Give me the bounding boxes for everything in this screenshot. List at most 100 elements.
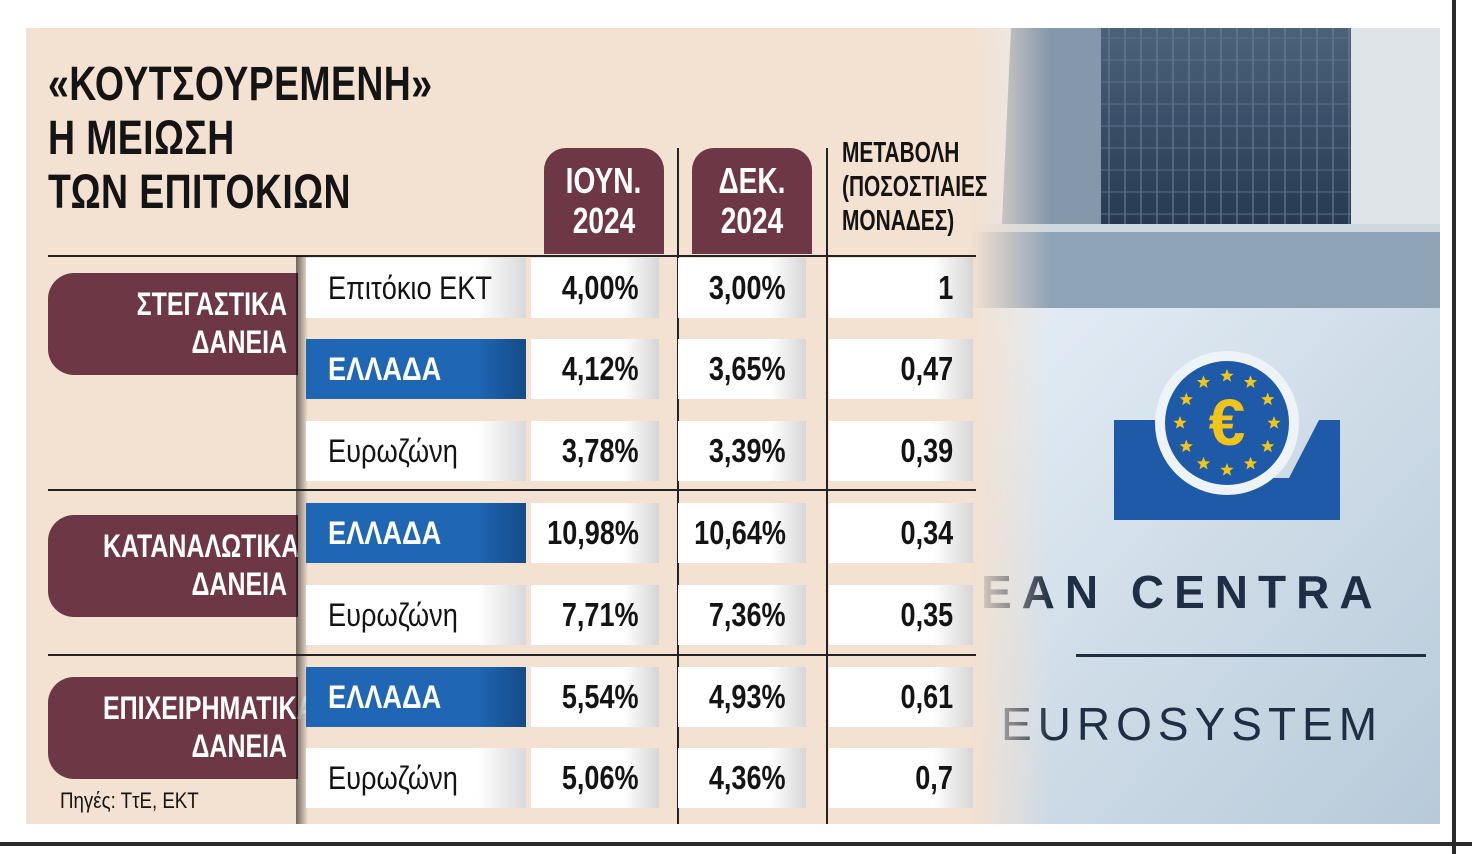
cell-value: 0,35: [900, 596, 953, 633]
cell-value: 0,34: [900, 514, 953, 551]
category-line: ΔΑΝΕΙΑ: [191, 566, 288, 602]
star-icon: [1261, 439, 1275, 453]
star-icon: [1220, 369, 1234, 382]
cell-jun: 7,71%: [531, 585, 659, 645]
cell-value: 4,00%: [562, 269, 639, 306]
group-rule: [48, 654, 976, 656]
cell-dec: 3,39%: [678, 421, 806, 481]
column-divider: [826, 148, 828, 824]
tower-side: [1351, 28, 1440, 248]
category-shadow: [296, 656, 308, 824]
star-icon: [1243, 456, 1258, 470]
row-label-text: Επιτόκιο ΕΚΤ: [328, 269, 493, 306]
tower-glass: [1101, 28, 1351, 248]
photo-graphic: € EAN CENTRA EUROSYSTEM: [971, 28, 1440, 824]
cell-value: 4,93%: [709, 678, 786, 715]
star-icon: [1196, 375, 1211, 388]
category-line: ΕΠΙΧΕΙΡΗΜΑΤΙΚΑ: [103, 690, 315, 726]
column-divider: [677, 148, 679, 824]
cell-value: 0,7: [915, 759, 953, 796]
cell-dec: 3,65%: [678, 339, 806, 399]
cell-change: 0,39: [829, 421, 973, 481]
cell-value: 0,39: [900, 432, 953, 469]
infographic: € EAN CENTRA EUROSYSTEM «ΚΟΥΤΣΟΥΡΕΜΕΝΗ» …: [26, 28, 1440, 824]
canopy-edge: [971, 224, 1440, 232]
category-business-loans: ΕΠΙΧΕΙΡΗΜΑΤΙΚΑ ΔΑΝΕΙΑ: [48, 677, 315, 779]
euro-symbol: €: [1209, 385, 1246, 459]
title-line-1: «ΚΟΥΤΣΟΥΡΕΜΕΝΗ»: [48, 58, 433, 111]
cell-value: 3,65%: [709, 350, 786, 387]
cell-value: 5,54%: [562, 678, 639, 715]
column-header-line: ΜΕΤΑΒΟΛΗ: [842, 137, 960, 169]
row-label-greece: ΕΛΛΑΔΑ: [306, 503, 526, 563]
cell-value: 3,39%: [709, 432, 786, 469]
cell-change: 0,47: [829, 339, 973, 399]
column-header-line: ΙΟΥΝ.: [566, 160, 642, 201]
category-shadow: [296, 256, 308, 489]
cell-dec: 4,93%: [678, 667, 806, 727]
row-label-text: ΕΛΛΑΔΑ: [328, 678, 442, 715]
cell-value: 4,12%: [562, 350, 639, 387]
photo-fade: [971, 28, 1051, 824]
sign-divider: [1076, 654, 1426, 657]
star-icon: [1243, 375, 1258, 388]
star-icon: [1261, 392, 1275, 406]
cell-change: 0,35: [829, 585, 973, 645]
column-header-line: ΔΕΚ.: [718, 160, 786, 201]
star-icon: [1173, 416, 1187, 429]
star-icon: [1179, 392, 1193, 406]
cell-value: 7,36%: [709, 596, 786, 633]
row-label-greece: ΕΛΛΑΔΑ: [306, 339, 526, 399]
cell-value: 10,64%: [694, 514, 786, 551]
cell-dec: 3,00%: [678, 258, 806, 318]
cell-jun: 4,12%: [531, 339, 659, 399]
row-label-text: ΕΛΛΑΔΑ: [328, 350, 442, 387]
cell-value: 7,71%: [562, 596, 639, 633]
title-line-3: ΤΩΝ ΕΠΙΤΟΚΙΩΝ: [48, 166, 351, 219]
cell-jun: 5,54%: [531, 667, 659, 727]
category-line: ΔΑΝΕΙΑ: [191, 324, 288, 360]
cell-value: 0,61: [900, 678, 953, 715]
row-label: Ευρωζώνη: [306, 748, 526, 808]
cell-value: 10,98%: [547, 514, 639, 551]
euro-stars-icon: [1173, 369, 1281, 476]
column-header-line: 2024: [720, 200, 784, 241]
row-label-text: Ευρωζώνη: [328, 759, 458, 796]
column-header-change: ΜΕΤΑΒΟΛΗ (ΠΟΣΟΣΤΙΑΙΕΣ ΜΟΝΑΔΕΣ): [842, 136, 1022, 238]
cell-value: 5,06%: [562, 759, 639, 796]
column-header-line: 2024: [572, 200, 636, 241]
frame-edge-bottom: [0, 842, 1472, 846]
row-label-greece: ΕΛΛΑΔΑ: [306, 667, 526, 727]
cell-value: 3,78%: [562, 432, 639, 469]
source-note: Πηγές: ΤτΕ, ΕΚΤ: [60, 788, 199, 813]
row-label-text: Ευρωζώνη: [328, 432, 458, 469]
cell-dec: 7,36%: [678, 585, 806, 645]
category-housing-loans: ΣΤΕΓΑΣΤΙΚΑ ΔΑΝΕΙΑ: [48, 273, 298, 375]
cell-value: 0,47: [900, 350, 953, 387]
title-line-2: Η ΜΕΙΩΣΗ: [48, 112, 235, 165]
row-label-text: Ευρωζώνη: [328, 596, 458, 633]
category-shadow: [296, 491, 308, 654]
category-line: ΔΑΝΕΙΑ: [191, 728, 288, 764]
category-consumer-loans: ΚΑΤΑΝΑΛΩΤΙΚΑ ΔΑΝΕΙΑ: [48, 515, 299, 617]
cell-jun: 3,78%: [531, 421, 659, 481]
cell-value: 1: [937, 269, 953, 306]
column-header-jun-2024: ΙΟΥΝ. 2024: [544, 148, 664, 254]
column-header-line: (ΠΟΣΟΣΤΙΑΙΕΣ: [842, 171, 988, 203]
cell-value: 4,36%: [709, 759, 786, 796]
group-rule: [48, 489, 976, 491]
cell-jun: 4,00%: [531, 258, 659, 318]
row-label: Ευρωζώνη: [306, 421, 526, 481]
cell-value: 3,00%: [709, 269, 786, 306]
cell-dec: 10,64%: [678, 503, 806, 563]
page-title: «ΚΟΥΤΣΟΥΡΕΜΕΝΗ» Η ΜΕΙΩΣΗ ΤΩΝ ΕΠΙΤΟΚΙΩΝ: [48, 58, 432, 220]
cell-change: 0,61: [829, 667, 973, 727]
sign-line-2: EUROSYSTEM: [1001, 698, 1383, 750]
cell-change: 0,34: [829, 503, 973, 563]
category-line: ΣΤΕΓΑΣΤΙΚΑ: [136, 286, 288, 322]
star-icon: [1220, 463, 1234, 476]
column-header-dec-2024: ΔΕΚ. 2024: [692, 148, 812, 254]
cell-jun: 10,98%: [531, 503, 659, 563]
row-label: Ευρωζώνη: [306, 585, 526, 645]
